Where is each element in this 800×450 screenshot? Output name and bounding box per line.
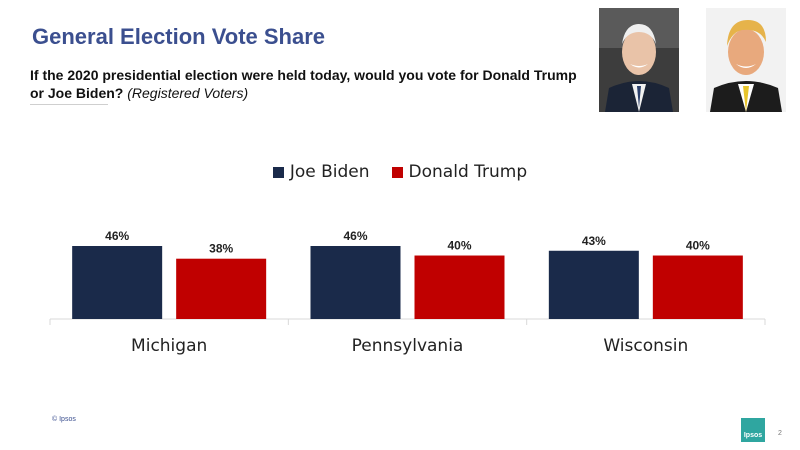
bar-biden-pennsylvania xyxy=(310,246,401,319)
legend-label-trump: Donald Trump xyxy=(408,162,528,182)
legend-swatch-trump xyxy=(391,166,403,178)
copyright-text: © Ipsos xyxy=(52,416,76,423)
bar-biden-wisconsin xyxy=(548,250,639,319)
legend-swatch-biden xyxy=(272,166,284,178)
x-tick-label: Pennsylvania xyxy=(352,336,464,356)
question-note: (Registered Voters) xyxy=(127,85,249,101)
question-text: If the 2020 presidential election were h… xyxy=(30,67,577,101)
bar-trump-michigan xyxy=(176,258,267,319)
biden-photo xyxy=(599,8,679,112)
x-tick-label: Wisconsin xyxy=(603,336,688,356)
logo-text: Ipsos xyxy=(743,432,763,439)
page-title: General Election Vote Share xyxy=(32,24,326,49)
trump-photo xyxy=(706,8,786,112)
data-label: 46% xyxy=(105,229,129,243)
chart-legend: Joe Biden Donald Trump xyxy=(0,162,800,182)
bar-trump-pennsylvania xyxy=(414,255,505,319)
bar-biden-michigan xyxy=(72,246,163,319)
legend-label-biden: Joe Biden xyxy=(289,162,370,182)
question-divider xyxy=(30,104,108,105)
page-number: 2 xyxy=(778,430,782,437)
legend-item-trump: Donald Trump xyxy=(391,162,528,182)
data-label: 46% xyxy=(343,229,367,243)
survey-question: If the 2020 presidential election were h… xyxy=(30,66,590,102)
data-label: 40% xyxy=(447,239,471,253)
data-label: 38% xyxy=(209,242,233,256)
ipsos-logo: Ipsos xyxy=(741,418,765,442)
legend-item-biden: Joe Biden xyxy=(272,162,370,182)
data-label: 40% xyxy=(686,239,710,253)
bar-trump-wisconsin xyxy=(652,255,743,319)
x-tick-label: Michigan xyxy=(131,336,207,356)
data-label: 43% xyxy=(582,234,606,248)
